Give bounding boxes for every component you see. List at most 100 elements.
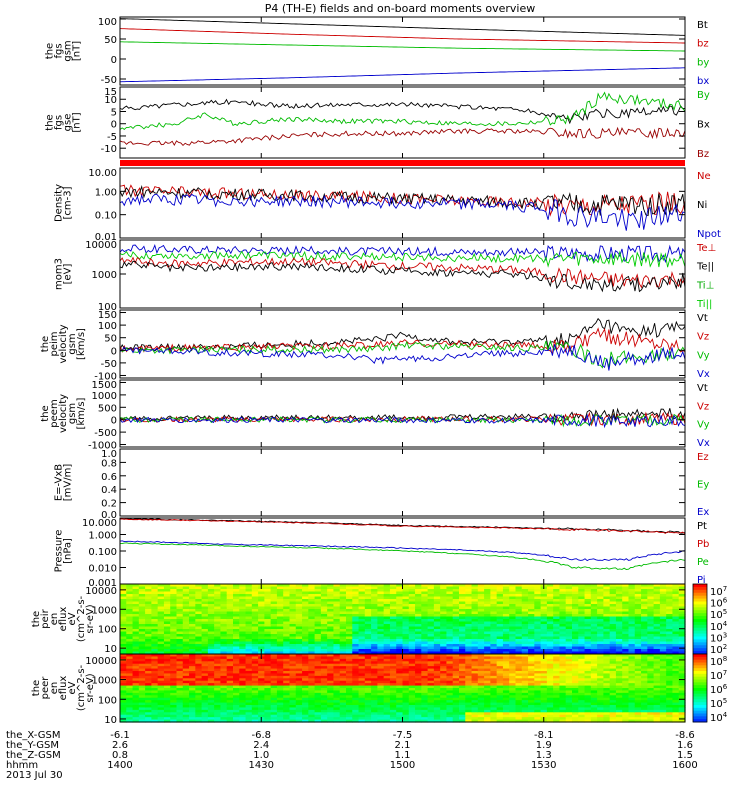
spectrogram-cell	[283, 685, 291, 689]
spectrogram-cell	[163, 614, 171, 618]
spectrogram-cell	[233, 661, 240, 665]
spectrogram-cell	[540, 621, 548, 625]
spectrogram-cell	[138, 649, 146, 653]
spectrogram-cell	[641, 626, 648, 630]
spectrogram-cell	[333, 606, 341, 610]
spectrogram-cell	[201, 680, 209, 684]
spectrogram-cell	[220, 621, 228, 625]
spectrogram-cell	[572, 680, 579, 684]
spectrogram-cell	[383, 591, 391, 595]
spectrogram-cell	[546, 692, 554, 696]
spectrogram-cell	[283, 611, 291, 615]
spectrogram-cell	[433, 619, 441, 623]
spectrogram-cell	[565, 626, 573, 630]
spectrogram-cell	[120, 649, 127, 653]
spectrogram-cell	[540, 714, 548, 718]
spectrogram-cell	[264, 688, 272, 692]
spectrogram-cell	[484, 609, 491, 613]
spectrogram-cell	[408, 668, 416, 672]
spectrogram-cell	[289, 594, 297, 598]
spectrogram-cell	[189, 668, 196, 672]
spectrogram-cell	[609, 594, 617, 598]
spectrogram-cell	[653, 589, 661, 593]
spectrogram-cell	[433, 700, 441, 704]
spectrogram-cell	[559, 646, 567, 650]
series-Te⊥	[119, 256, 686, 289]
spectrogram-cell	[389, 709, 397, 713]
spectrogram-cell	[389, 629, 397, 633]
spectrogram-cell	[459, 616, 466, 620]
spectrogram-cell	[327, 631, 335, 635]
spectrogram-cell	[132, 594, 140, 598]
spectrogram-cell	[553, 671, 561, 675]
spectrogram-cell	[440, 624, 448, 628]
spectrogram-cell	[653, 599, 661, 603]
spectrogram-cell	[226, 606, 234, 610]
spectrogram-cell	[628, 631, 636, 635]
spectrogram-cell	[465, 609, 473, 613]
spectrogram-cell	[138, 717, 146, 721]
spectrogram-cell	[477, 641, 485, 645]
spectrogram-cell	[440, 675, 448, 679]
spectrogram-cell	[578, 692, 586, 696]
spectrogram-cell	[559, 641, 567, 645]
spectrogram-cell	[659, 651, 667, 655]
spectrogram-cell	[402, 688, 410, 692]
spectrogram-cell	[540, 589, 548, 593]
spectrogram-cell	[446, 626, 454, 630]
spectrogram-cell	[358, 624, 366, 628]
colorbar-tick-exp: 7	[723, 585, 727, 593]
spectrogram-cell	[138, 594, 146, 598]
spectrogram-cell	[145, 656, 152, 660]
spectrogram-cell	[559, 702, 567, 706]
spectrogram-cell	[515, 692, 523, 696]
spectrogram-cell	[553, 675, 561, 679]
spectrogram-cell	[565, 586, 573, 590]
spectrogram-cell	[163, 636, 171, 640]
spectrogram-cell	[672, 631, 680, 635]
spectrogram-cell	[358, 599, 366, 603]
spectrogram-cell	[572, 661, 579, 665]
spectrogram-cell	[295, 639, 303, 643]
spectrogram-cell	[364, 611, 372, 615]
spectrogram-cell	[258, 663, 265, 667]
spectrogram-cell	[333, 678, 341, 682]
spectrogram-cell	[226, 658, 234, 662]
spectrogram-cell	[565, 639, 573, 643]
spectrogram-cell	[452, 661, 460, 665]
spectrogram-cell	[653, 641, 661, 645]
spectrogram-cell	[314, 690, 322, 694]
spectrogram-cell	[120, 604, 127, 608]
spectrogram-cell	[597, 586, 604, 590]
spectrogram-cell	[333, 661, 341, 665]
spectrogram-cell	[352, 695, 360, 699]
spectrogram-cell	[446, 639, 454, 643]
spectrogram-cell	[465, 654, 473, 658]
spectrogram-cell	[289, 658, 297, 662]
spectrogram-cell	[320, 705, 328, 709]
spectrogram-cell	[145, 636, 152, 640]
spectrogram-cell	[528, 584, 535, 588]
spectrogram-cell	[151, 589, 159, 593]
spectrogram-cell	[521, 666, 529, 670]
spectrogram-cell	[364, 697, 372, 701]
panel-peem-velocity: thepeemvelocitygsm[km/s]150010005000-500…	[40, 379, 710, 452]
spectrogram-cell	[421, 695, 429, 699]
spectrogram-cell	[597, 616, 604, 620]
spectrogram-cell	[659, 599, 667, 603]
spectrogram-cell	[678, 644, 686, 648]
spectrogram-cell	[377, 639, 385, 643]
spectrogram-cell	[421, 591, 429, 595]
spectrogram-cell	[459, 666, 466, 670]
spectrogram-cell	[157, 654, 165, 658]
spectrogram-cell	[371, 629, 378, 633]
spectrogram-cell	[339, 621, 347, 625]
spectrogram-cell	[572, 629, 579, 633]
spectrogram-cell	[327, 717, 335, 721]
spectrogram-cell	[163, 666, 171, 670]
spectrogram-cell	[289, 596, 297, 600]
spectrogram-cell	[389, 584, 397, 588]
spectrogram-cell	[364, 651, 372, 655]
spectrogram-cell	[622, 604, 630, 608]
spectrogram-cell	[333, 705, 341, 709]
